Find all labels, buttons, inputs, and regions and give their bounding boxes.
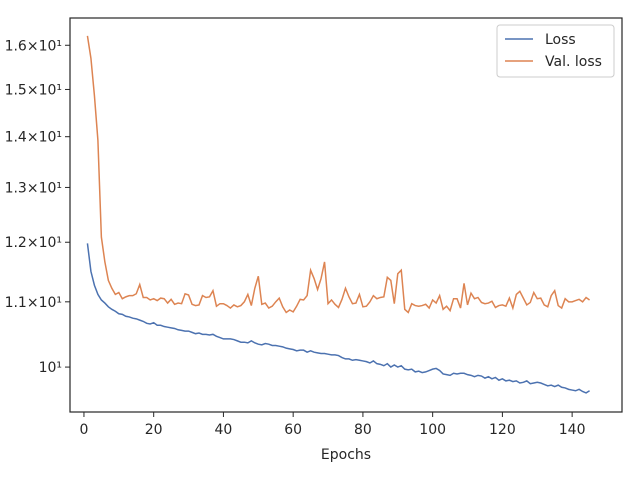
y-tick-label: 1.4×10¹	[5, 130, 62, 146]
x-tick-label: 120	[489, 422, 516, 438]
legend-box	[496, 24, 615, 78]
x-tick-label: 20	[145, 422, 163, 438]
x-tick-label: 40	[215, 422, 233, 438]
y-tick-label: 1.1×10¹	[5, 295, 62, 311]
line-series	[86, 35, 591, 314]
legend-label: Val. loss	[545, 54, 602, 70]
y-tick-label: 1.5×10¹	[5, 82, 62, 98]
y-tick-label: 1.2×10¹	[5, 235, 62, 251]
plot-frame	[69, 17, 623, 413]
x-tick-label: 80	[354, 422, 372, 438]
y-tick-label: 10¹	[39, 360, 62, 376]
x-tick-label: 100	[419, 422, 446, 438]
legend-label: Loss	[545, 32, 576, 48]
x-axis-label: Epochs	[321, 447, 371, 463]
x-tick-label: 0	[79, 422, 88, 438]
x-tick-label: 140	[559, 422, 586, 438]
y-tick-label: 1.3×10¹	[5, 180, 62, 196]
line-series	[86, 243, 590, 394]
y-tick-label: 1.6×10¹	[5, 38, 62, 54]
x-tick-label: 60	[284, 422, 302, 438]
